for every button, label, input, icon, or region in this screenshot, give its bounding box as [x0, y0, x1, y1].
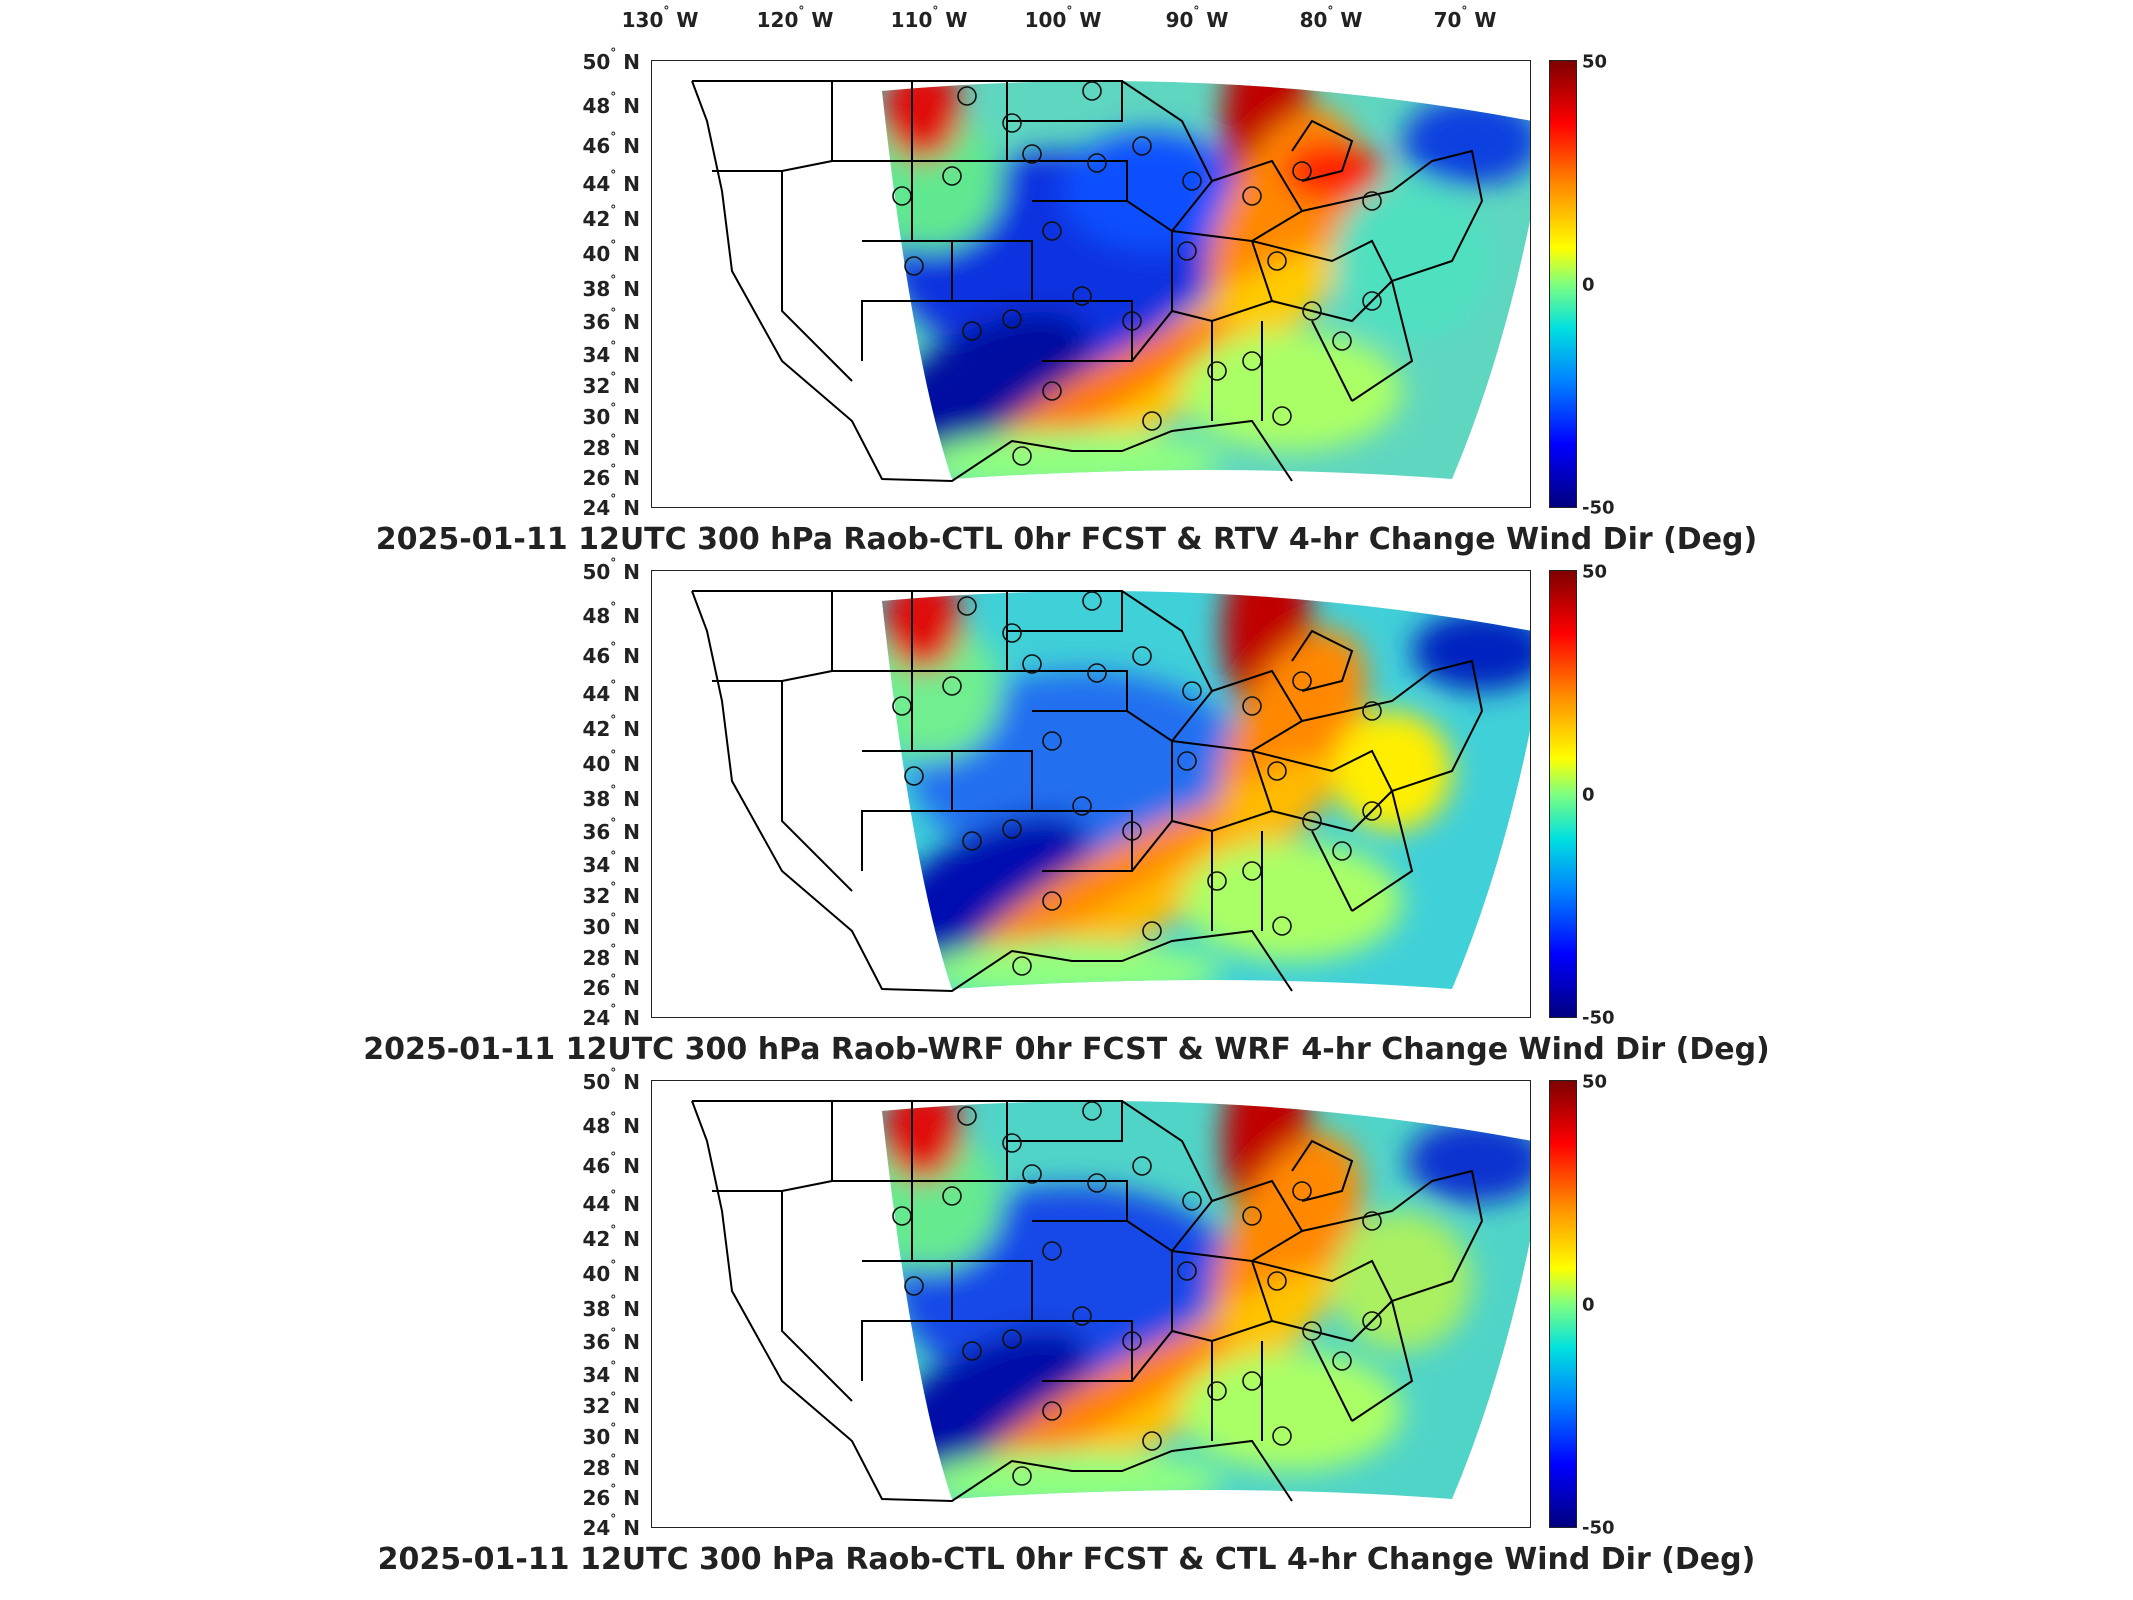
lat-label: 42° N — [582, 1223, 640, 1251]
wind-direction-field — [882, 1101, 1530, 1499]
colorbar — [1549, 570, 1577, 1018]
lat-label: 46° N — [582, 130, 640, 158]
lat-label: 46° N — [582, 1150, 640, 1178]
lat-label: 36° N — [582, 306, 640, 334]
lat-label: 44° N — [582, 1188, 640, 1216]
lon-label: 110° W — [890, 4, 968, 32]
lat-label: 48° N — [582, 90, 640, 118]
lat-label: 26° N — [582, 1482, 640, 1510]
lon-label: 130° W — [621, 4, 699, 32]
lat-label: 50° N — [582, 46, 640, 74]
raob-station-markers — [892, 1101, 1382, 1486]
map-panel-2: 50° N 48° N 46° N 44° N 42° N 40° N 38° … — [0, 556, 2133, 1080]
lat-label: 30° N — [582, 401, 640, 429]
lon-label: 100° W — [1024, 4, 1102, 32]
lon-label: 70° W — [1433, 4, 1497, 32]
lat-label: 40° N — [582, 748, 640, 776]
colorbar — [1549, 1080, 1577, 1528]
lat-label: 26° N — [582, 462, 640, 490]
colorbar-tick-mid: 0 — [1582, 274, 1595, 296]
lon-label: 90° W — [1165, 4, 1229, 32]
lat-label: 30° N — [582, 1421, 640, 1449]
colorbar-tick-min: -50 — [1582, 1007, 1615, 1029]
lat-label: 50° N — [582, 556, 640, 584]
colorbar-tick-max: 50 — [1582, 51, 1608, 73]
raob-station-markers — [892, 81, 1382, 466]
lat-label: 24° N — [582, 1512, 640, 1540]
lat-label: 38° N — [582, 273, 640, 301]
map-panel-3: 50° N 48° N 46° N 44° N 42° N 40° N 38° … — [0, 1066, 2133, 1590]
map-panel-1: 50° N 48° N 46° N 44° N 42° N 40° N 38° … — [0, 46, 2133, 570]
wind-direction-field — [882, 81, 1530, 479]
lat-label: 24° N — [582, 492, 640, 520]
lat-label: 42° N — [582, 713, 640, 741]
colorbar-tick-max: 50 — [1582, 561, 1608, 583]
lat-label: 28° N — [582, 1452, 640, 1480]
lat-label: 48° N — [582, 600, 640, 628]
panel-title: 2025-01-11 12UTC 300 hPa Raob-CTL 0hr FC… — [375, 522, 1758, 557]
panel-title: 2025-01-11 12UTC 300 hPa Raob-WRF 0hr FC… — [363, 1032, 1770, 1067]
lat-label: 50° N — [582, 1066, 640, 1094]
lat-label: 38° N — [582, 1293, 640, 1321]
lat-label: 40° N — [582, 238, 640, 266]
lat-label: 26° N — [582, 972, 640, 1000]
lat-label: 42° N — [582, 203, 640, 231]
panel-title: 2025-01-11 12UTC 300 hPa Raob-CTL 0hr FC… — [377, 1542, 1756, 1577]
lon-label: 120° W — [756, 4, 834, 32]
lat-label: 28° N — [582, 432, 640, 460]
lat-label: 32° N — [582, 370, 640, 398]
lat-label: 28° N — [582, 942, 640, 970]
lat-label: 44° N — [582, 678, 640, 706]
colorbar-tick-min: -50 — [1582, 497, 1615, 519]
lat-label: 34° N — [582, 849, 640, 877]
lat-label: 38° N — [582, 783, 640, 811]
colorbar-tick-mid: 0 — [1582, 1294, 1595, 1316]
map-canvas — [691, 80, 1530, 483]
map-view[interactable] — [651, 60, 1531, 508]
lon-label: 80° W — [1299, 4, 1363, 32]
map-view[interactable] — [651, 1080, 1531, 1528]
state-borders — [691, 590, 1484, 993]
state-borders — [691, 1100, 1484, 1503]
colorbar — [1549, 60, 1577, 508]
colorbar-tick-mid: 0 — [1582, 784, 1595, 806]
lat-label: 32° N — [582, 1390, 640, 1418]
map-canvas — [691, 590, 1530, 993]
lat-label: 24° N — [582, 1002, 640, 1030]
lat-label: 36° N — [582, 1326, 640, 1354]
lat-label: 48° N — [582, 1110, 640, 1138]
lat-label: 46° N — [582, 640, 640, 668]
lat-label: 40° N — [582, 1258, 640, 1286]
lat-label: 34° N — [582, 339, 640, 367]
colorbar-tick-min: -50 — [1582, 1517, 1615, 1539]
state-borders — [691, 80, 1484, 483]
lat-label: 44° N — [582, 168, 640, 196]
lat-label: 30° N — [582, 911, 640, 939]
lat-label: 36° N — [582, 816, 640, 844]
map-canvas — [691, 1100, 1530, 1503]
lat-label: 34° N — [582, 1359, 640, 1387]
colorbar-tick-max: 50 — [1582, 1071, 1608, 1093]
lat-label: 32° N — [582, 880, 640, 908]
raob-station-markers — [892, 591, 1382, 976]
map-view[interactable] — [651, 570, 1531, 1018]
